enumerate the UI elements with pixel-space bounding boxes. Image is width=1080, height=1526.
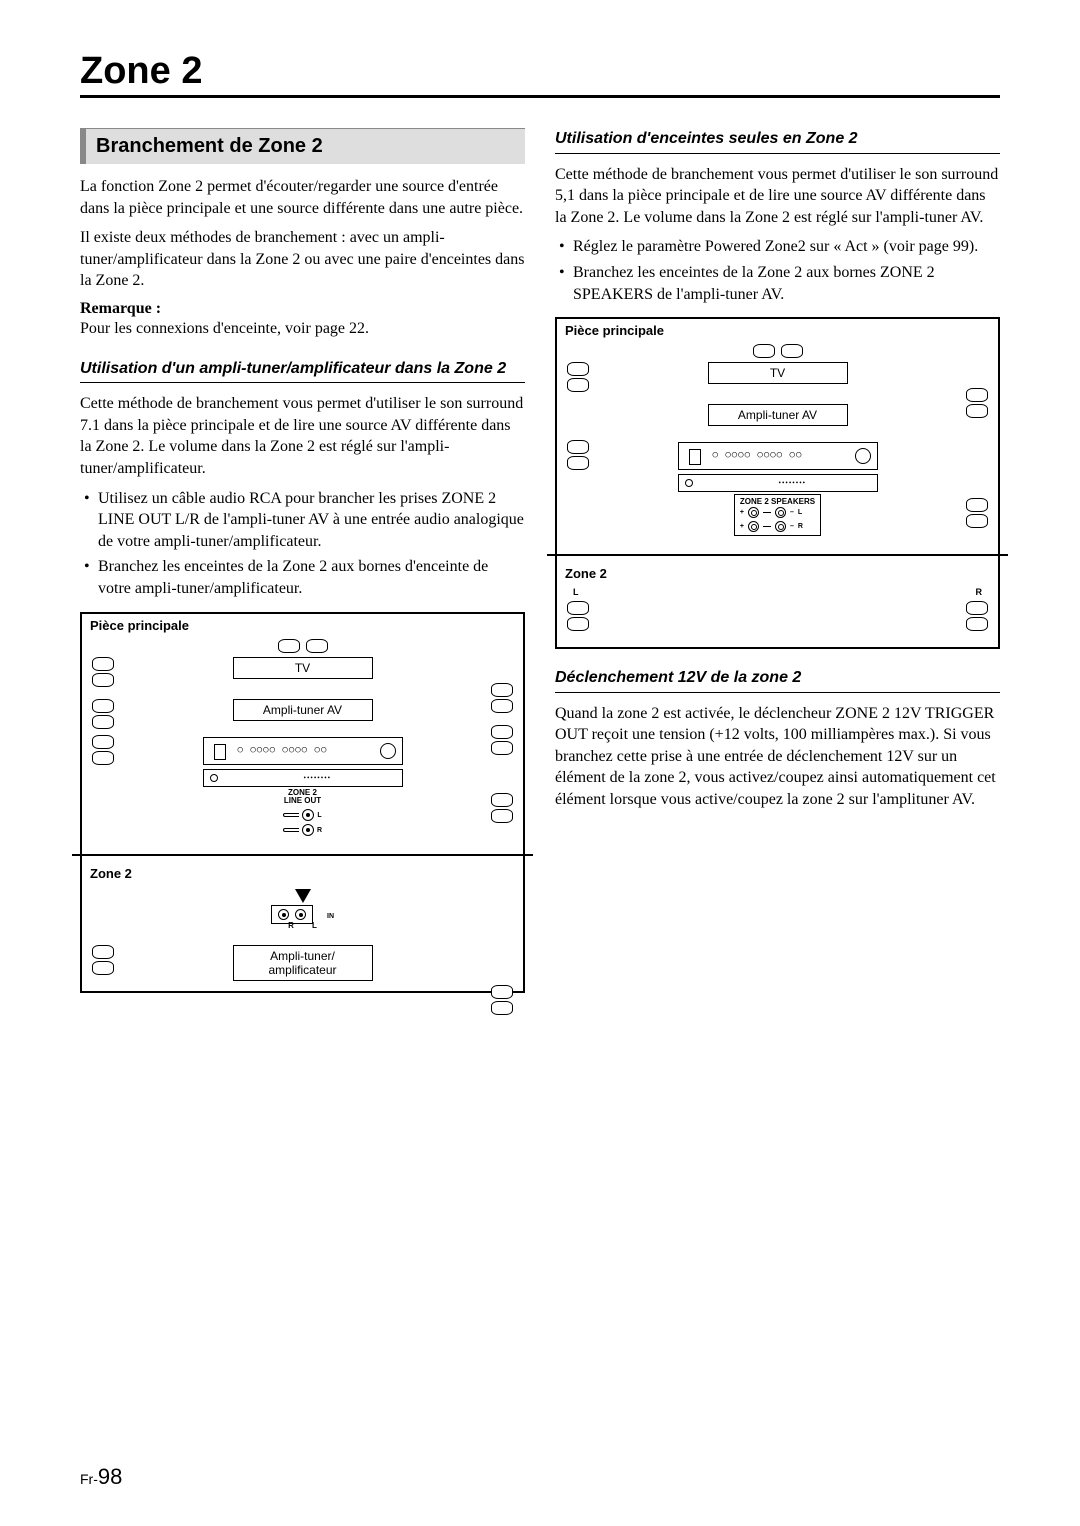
speaker-icon — [966, 514, 988, 528]
speaker-icon — [966, 601, 988, 615]
tv-box: TV — [708, 362, 848, 384]
receiver-front-icon: ○ ○○○○ ○○○○ ○○ — [678, 442, 878, 470]
left-column: Branchement de Zone 2 La fonction Zone 2… — [80, 128, 525, 1011]
sub-heading-amp: Utilisation d'un ampli-tuner/amplificate… — [80, 358, 525, 384]
speaker-icon — [491, 793, 513, 807]
speaker-icon — [491, 809, 513, 823]
sub-para-speakers: Cette méthode de branchement vous permet… — [555, 164, 1000, 229]
bullet-list-right: Réglez le paramètre Powered Zone2 sur « … — [559, 236, 1000, 305]
speaker-icon — [306, 639, 328, 653]
list-item: Branchez les enceintes de la Zone 2 aux … — [559, 262, 1000, 305]
right-column: Utilisation d'enceintes seules en Zone 2… — [555, 128, 1000, 1011]
speaker-icon — [92, 699, 114, 713]
speaker-icon — [491, 985, 513, 999]
speaker-icon — [491, 683, 513, 697]
speaker-icon — [92, 945, 114, 959]
amp-label-box: Ampli-tuner AV — [233, 699, 373, 721]
R-label: R — [976, 587, 983, 597]
speaker-icon — [278, 639, 300, 653]
diagram-label-main-room: Pièce principale — [557, 319, 998, 338]
speaker-icon — [92, 715, 114, 729]
zone2-speakers-label: ZONE 2 SPEAKERS — [740, 498, 815, 507]
remark-label: Remarque : — [80, 300, 525, 318]
L-label: L — [573, 587, 579, 597]
list-item: Branchez les enceintes de la Zone 2 aux … — [84, 556, 525, 599]
section-heading: Branchement de Zone 2 — [80, 128, 525, 164]
amp-label-box: Ampli-tuner AV — [708, 404, 848, 426]
amp-tuner-box: Ampli-tuner/ amplificateur — [233, 945, 373, 981]
speaker-icon — [92, 673, 114, 687]
receiver-back-icon: •••••••• — [678, 474, 878, 492]
rca-jack-icon — [302, 824, 314, 836]
speaker-icon — [966, 388, 988, 402]
receiver-front-icon: ○ ○○○○ ○○○○ ○○ — [203, 737, 403, 765]
diagram-left: Pièce principale TV Ampli-tuner AV — [80, 612, 525, 993]
list-item: Réglez le paramètre Powered Zone2 sur « … — [559, 236, 1000, 258]
diagram-right: Pièce principale TV Ampli-tuner AV — [555, 317, 1000, 649]
diagram-label-zone2: Zone 2 — [557, 562, 998, 581]
rca-jack-icon — [302, 809, 314, 821]
intro-para-1: La fonction Zone 2 permet d'écouter/rega… — [80, 176, 525, 219]
speaker-icon — [491, 1001, 513, 1015]
page-title: Zone 2 — [80, 50, 1000, 98]
list-item: Utilisez un câble audio RCA pour branche… — [84, 488, 525, 553]
speaker-icon — [567, 378, 589, 392]
sub-para-trigger: Quand la zone 2 est activée, le déclench… — [555, 703, 1000, 811]
speaker-icon — [92, 657, 114, 671]
speaker-terminals-icon: ZONE 2 SPEAKERS +–L +–R — [734, 494, 821, 536]
diagram-label-zone2: Zone 2 — [82, 862, 523, 881]
speaker-icon — [92, 751, 114, 765]
speaker-icon — [966, 617, 988, 631]
speaker-icon — [567, 362, 589, 376]
bullet-list-left: Utilisez un câble audio RCA pour branche… — [84, 488, 525, 600]
tv-box: TV — [233, 657, 373, 679]
arrow-down-icon — [295, 889, 311, 903]
intro-para-2: Il existe deux méthodes de branchement :… — [80, 227, 525, 292]
speaker-icon — [92, 735, 114, 749]
speaker-icon — [567, 456, 589, 470]
remark-text: Pour les connexions d'enceinte, voir pag… — [80, 318, 525, 340]
page-number: Fr-98 — [80, 1464, 122, 1490]
lineout-label: ZONE 2 LINE OUT — [284, 789, 321, 807]
speaker-icon — [567, 601, 589, 615]
receiver-back-icon: •••••••• — [203, 769, 403, 787]
sub-heading-trigger: Déclenchement 12V de la zone 2 — [555, 667, 1000, 693]
sub-heading-speakers: Utilisation d'enceintes seules en Zone 2 — [555, 128, 1000, 154]
speaker-icon — [92, 961, 114, 975]
speaker-icon — [781, 344, 803, 358]
speaker-icon — [567, 440, 589, 454]
sub-para-amp: Cette méthode de branchement vous permet… — [80, 393, 525, 479]
speaker-icon — [567, 617, 589, 631]
speaker-icon — [753, 344, 775, 358]
diagram-label-main-room: Pièce principale — [82, 614, 523, 633]
speaker-icon — [966, 498, 988, 512]
